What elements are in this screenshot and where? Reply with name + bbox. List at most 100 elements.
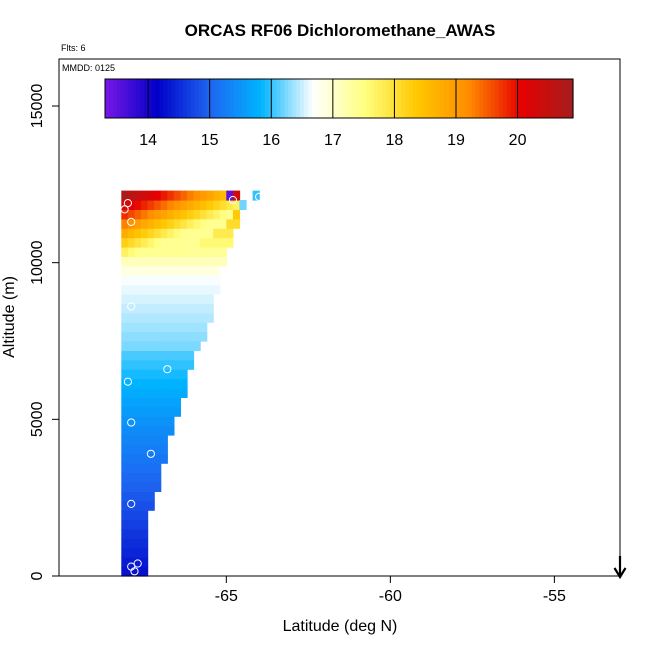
heatmap-cell <box>121 510 129 521</box>
sample-point <box>127 217 136 226</box>
heatmap-cell <box>141 200 149 210</box>
heatmap-cell <box>141 190 149 201</box>
heatmap-cell <box>134 294 142 304</box>
x-tick-label: -55 <box>543 588 566 605</box>
heatmap-cell <box>167 256 175 267</box>
heatmap-cell <box>160 228 168 239</box>
heatmap-cell <box>180 228 188 239</box>
heatmap-cell <box>154 256 162 267</box>
heatmap-cell <box>141 312 149 323</box>
heatmap-cell <box>154 482 162 492</box>
colorbar-segment <box>381 79 387 118</box>
colorbar-segment <box>198 79 204 118</box>
heatmap-cell <box>154 209 162 220</box>
heatmap-cell <box>121 453 129 464</box>
heatmap-cell <box>180 312 188 323</box>
colorbar-segment <box>284 79 289 118</box>
heatmap-cell <box>134 425 142 436</box>
colorbar-segment <box>569 79 574 118</box>
heatmap-cell <box>154 359 162 370</box>
colorbar-segment <box>179 79 184 118</box>
heatmap-cell <box>154 237 162 248</box>
heatmap-cell <box>121 566 129 577</box>
heatmap-cell <box>147 218 155 229</box>
heatmap-cell <box>193 265 201 276</box>
colorbar-segment <box>331 79 336 118</box>
heatmap-cell <box>186 218 195 229</box>
heatmap-cell <box>206 275 214 286</box>
heatmap-cell <box>226 200 234 210</box>
colorbar-segment <box>413 79 418 118</box>
colorbar-segment <box>565 79 570 118</box>
colorbar-segment <box>405 79 410 118</box>
heatmap-cell <box>193 312 201 323</box>
heatmap-cell <box>121 472 129 483</box>
colorbar-segment <box>479 79 484 118</box>
heatmap-cell <box>121 435 129 445</box>
heatmap-cell <box>134 378 142 389</box>
heatmap-cell <box>173 247 181 257</box>
heatmap-cell <box>147 350 155 361</box>
heatmap-cell <box>127 237 136 248</box>
heatmap-cell <box>134 538 142 549</box>
heatmap-cell <box>154 463 162 474</box>
heatmap-cell <box>134 491 142 502</box>
heatmap-cell <box>127 416 136 427</box>
heatmap-cell <box>154 275 162 286</box>
heatmap-cell <box>141 256 149 267</box>
heatmap-cell <box>147 190 155 201</box>
heatmap-cell <box>173 265 181 276</box>
colorbar-segment <box>456 79 461 118</box>
heatmap-cell <box>226 218 234 229</box>
heatmap-cell <box>147 482 155 492</box>
heatmap-cell <box>173 303 181 314</box>
heatmap-cell <box>193 256 201 267</box>
heatmap-cell <box>167 331 175 342</box>
heatmap-cell <box>121 388 129 398</box>
colorbar-segment <box>229 79 235 118</box>
heatmap-cell <box>134 369 142 380</box>
date-label: MMDD: 0125 <box>62 63 115 73</box>
heatmap-cell <box>173 294 181 304</box>
heatmap-cell <box>193 190 201 201</box>
heatmap-cell <box>127 500 136 511</box>
colorbar-segment <box>303 79 309 118</box>
colorbar-segment <box>346 79 352 118</box>
heatmap-cell <box>173 359 181 370</box>
heatmap-cell <box>252 190 260 201</box>
colorbar-segment <box>147 79 153 118</box>
heatmap-cell <box>147 397 155 408</box>
heatmap-cell <box>186 247 195 257</box>
heatmap-cell <box>180 341 188 351</box>
heatmap-cell <box>180 275 188 286</box>
heatmap-cell <box>134 200 142 210</box>
heatmap-cell <box>160 247 168 257</box>
heatmap-cell <box>173 369 181 380</box>
heatmap-cell <box>167 341 175 351</box>
heatmap-cell <box>141 463 149 474</box>
heatmap-cell <box>219 190 227 201</box>
heatmap-cell <box>141 425 149 436</box>
heatmap-cell <box>186 228 195 239</box>
heatmap-cell <box>134 284 142 295</box>
heatmap-cell <box>173 190 181 201</box>
heatmap-cell <box>154 331 162 342</box>
heatmap-cell <box>219 237 227 248</box>
heatmap-cell <box>200 322 208 333</box>
colorbar-segment <box>491 79 496 118</box>
colorbar-segment <box>233 79 239 118</box>
colorbar-segment <box>534 79 539 118</box>
heatmap-cell <box>141 247 149 257</box>
heatmap-cell <box>167 406 175 417</box>
heatmap-cell <box>121 218 129 229</box>
heatmap-cell <box>167 378 175 389</box>
colorbar-segment <box>553 79 558 118</box>
colorbar-segment <box>393 79 399 118</box>
heatmap-cell <box>147 312 155 323</box>
heatmap-cell <box>147 500 155 511</box>
heatmap-cell <box>226 190 234 201</box>
colorbar-segment <box>522 79 527 118</box>
y-tick-label: 5000 <box>29 401 46 437</box>
heatmap-cell <box>121 294 129 304</box>
heatmap-cell <box>154 369 162 380</box>
